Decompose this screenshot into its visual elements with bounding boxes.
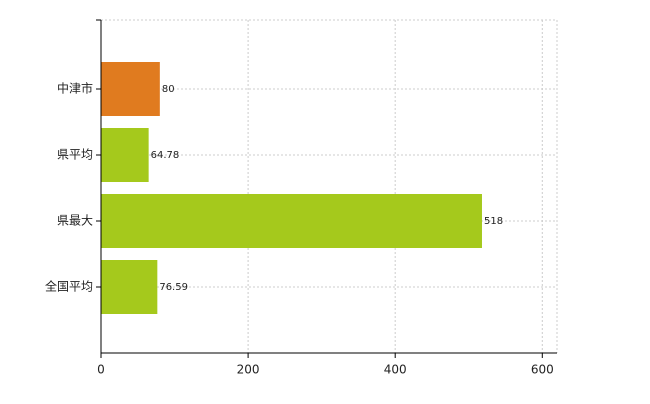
bar <box>101 194 482 248</box>
value-label: 518 <box>484 216 503 227</box>
x-tick-label: 400 <box>384 363 407 377</box>
x-tick-label: 200 <box>237 363 260 377</box>
y-tick-label: 県最大 <box>57 214 93 228</box>
x-tick-label: 600 <box>531 363 554 377</box>
bar <box>101 62 160 116</box>
bar <box>101 128 149 182</box>
y-tick-label: 全国平均 <box>45 279 93 294</box>
bar <box>101 260 158 314</box>
value-label: 76.59 <box>159 282 188 293</box>
value-label: 80 <box>162 84 175 95</box>
y-tick-label: 中津市 <box>57 81 93 96</box>
value-label: 64.78 <box>151 150 180 161</box>
x-tick-label: 0 <box>97 363 105 377</box>
y-tick-label: 県平均 <box>57 148 93 162</box>
